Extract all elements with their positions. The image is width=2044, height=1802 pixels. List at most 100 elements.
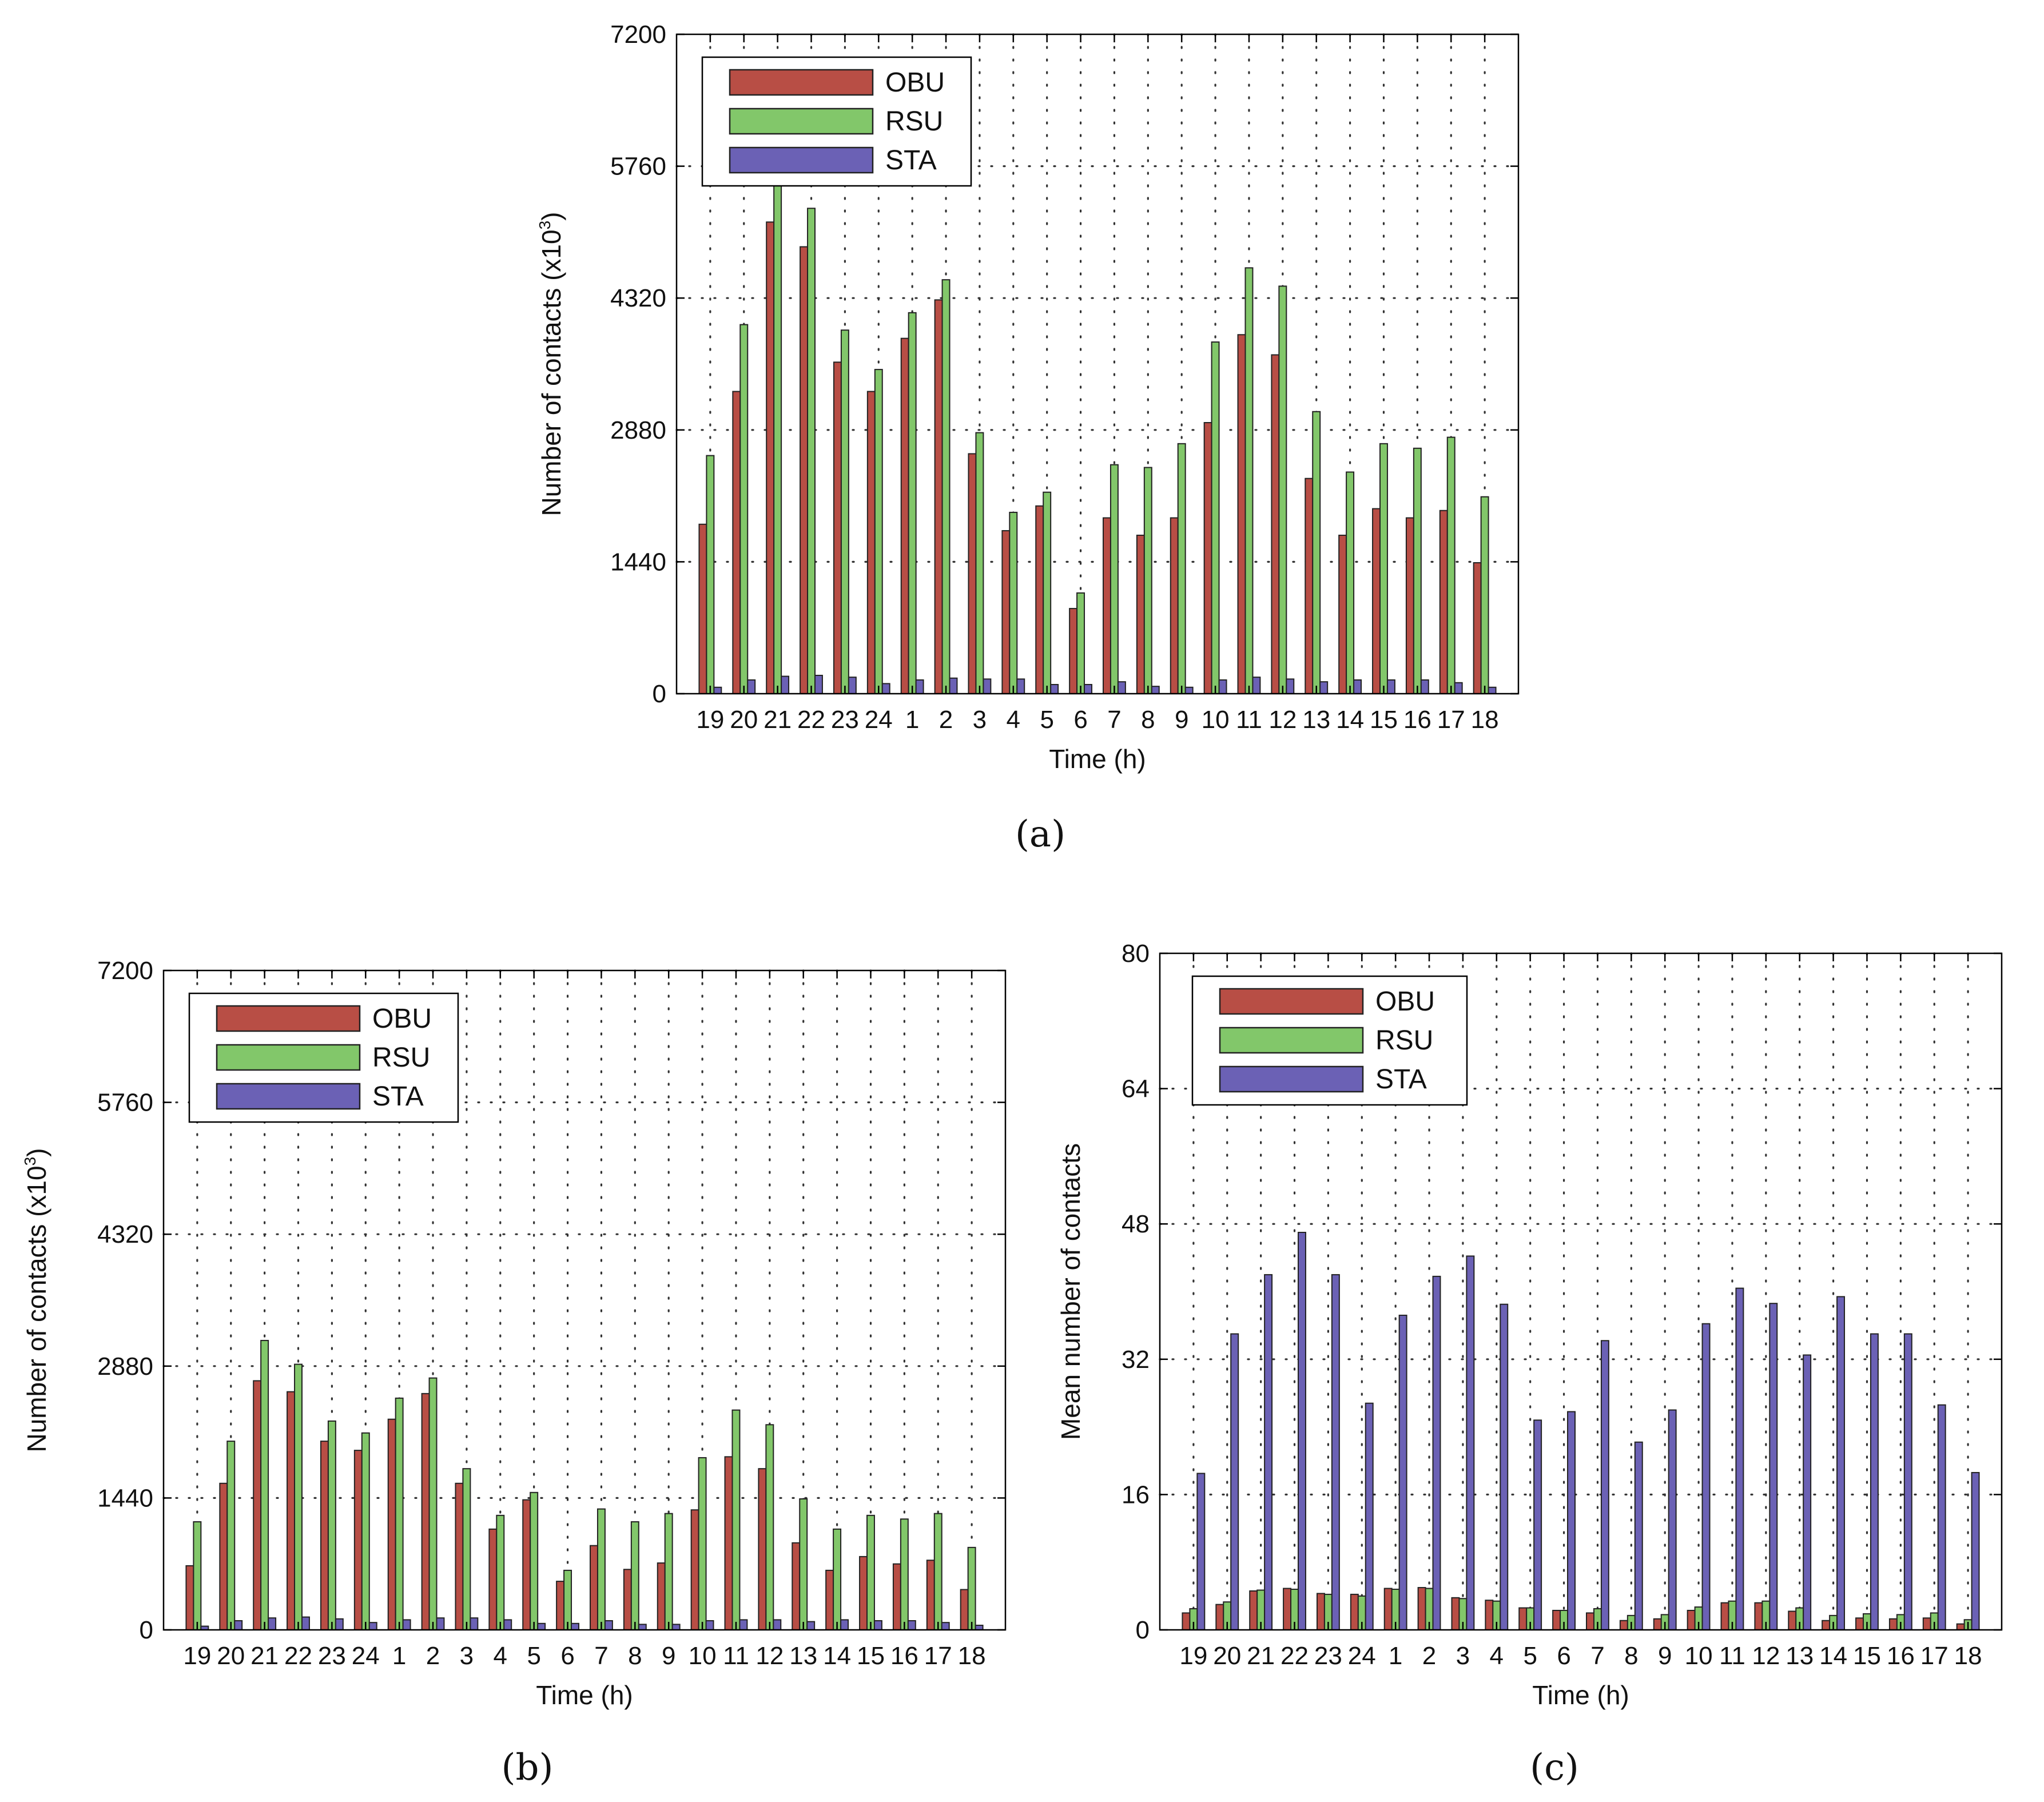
bar-rsu-10 [698, 1457, 707, 1631]
bar-rsu-6 [563, 1569, 572, 1630]
bar-rsu-22 [294, 1363, 303, 1630]
x-tick-label: 10 [1685, 1642, 1713, 1670]
bar-sta-11 [1735, 1287, 1744, 1630]
x-tick-label: 19 [183, 1642, 211, 1670]
x-tick-label: 19 [696, 706, 724, 734]
bar-sta-24 [881, 683, 890, 695]
bar-sta-18 [1971, 1471, 1980, 1630]
x-tick-label: 20 [730, 706, 758, 734]
bar-obu-22 [1283, 1588, 1292, 1631]
x-tick-label: 20 [1213, 1642, 1241, 1670]
x-tick-label: 16 [890, 1642, 918, 1670]
bar-obu-16 [1405, 517, 1414, 694]
bar-obu-7 [1103, 517, 1111, 694]
bar-rsu-9 [1177, 443, 1186, 695]
x-tick-label: 10 [689, 1642, 717, 1670]
bar-obu-8 [623, 1569, 632, 1631]
bar-rsu-11 [1244, 267, 1254, 694]
x-tick-label: 1 [1389, 1642, 1402, 1670]
bar-rsu-17 [1446, 436, 1456, 694]
bar-sta-1 [915, 679, 924, 694]
bar-rsu-14 [833, 1528, 842, 1630]
x-tick-label: 18 [1471, 706, 1499, 734]
y-tick-label: 0 [1136, 1616, 1150, 1644]
bar-rsu-19 [706, 455, 715, 695]
bar-obu-16 [1888, 1618, 1898, 1631]
y-tick-label: 2880 [97, 1353, 153, 1381]
bar-sta-19 [1196, 1473, 1206, 1630]
x-tick-label: 22 [797, 706, 825, 734]
legend: OBU RSU STA [701, 56, 972, 187]
bar-rsu-23 [327, 1420, 336, 1630]
x-tick-label: 16 [1887, 1642, 1915, 1670]
bar-sta-24 [1365, 1402, 1374, 1631]
bar-obu-19 [1182, 1612, 1191, 1631]
bar-rsu-3 [975, 432, 984, 695]
bar-rsu-16 [900, 1518, 909, 1630]
bar-obu-3 [1451, 1597, 1460, 1631]
x-tick-label: 21 [763, 706, 792, 734]
x-tick-label: 12 [755, 1642, 784, 1670]
y-tick-label: 2880 [610, 416, 666, 444]
bar-rsu-13 [799, 1498, 808, 1631]
x-tick-label: 18 [1954, 1642, 1982, 1670]
bar-obu-8 [1136, 534, 1145, 694]
bar-obu-14 [1822, 1620, 1831, 1630]
bar-sta-13 [1319, 681, 1329, 694]
x-tick-label: 6 [1073, 706, 1087, 734]
bar-sta-23 [335, 1618, 344, 1631]
bar-obu-11 [724, 1456, 733, 1630]
bar-rsu-19 [193, 1521, 202, 1631]
x-tick-label: 15 [1853, 1642, 1881, 1670]
plot-frame [1159, 952, 2003, 1631]
bar-sta-14 [1836, 1296, 1846, 1631]
x-tick-label: 7 [1107, 706, 1121, 734]
bar-sta-7 [1600, 1340, 1609, 1631]
bar-obu-3 [455, 1482, 464, 1631]
bar-obu-23 [833, 361, 842, 694]
bar-sta-1 [1398, 1314, 1407, 1630]
x-tick-label: 4 [494, 1642, 507, 1670]
bar-rsu-23 [840, 329, 849, 694]
x-tick-label: 1 [905, 706, 919, 734]
legend-swatch-obu [729, 69, 874, 96]
y-tick-label: 5760 [610, 153, 666, 181]
bar-rsu-18 [1480, 496, 1489, 695]
bar-obu-20 [732, 391, 741, 694]
bar-obu-14 [1338, 534, 1347, 694]
bar-obu-18 [1956, 1623, 1965, 1630]
bar-sta-12 [1286, 678, 1295, 695]
bar-sta-3 [470, 1617, 479, 1630]
bar-rsu-3 [462, 1468, 471, 1630]
x-tick-label: 11 [723, 1642, 749, 1670]
bar-sta-2 [436, 1617, 445, 1630]
x-tick-label: 11 [1719, 1642, 1745, 1670]
bar-obu-5 [1035, 505, 1044, 694]
panel-label: (c) [1530, 1747, 1579, 1789]
bar-rsu-11 [731, 1409, 741, 1631]
bar-rsu-7 [1110, 464, 1119, 694]
bar-sta-3 [1466, 1255, 1475, 1631]
bar-obu-7 [590, 1545, 598, 1630]
bar-sta-16 [907, 1620, 916, 1630]
x-tick-label: 3 [460, 1642, 474, 1670]
legend-label-rsu: RSU [885, 106, 943, 137]
bars [1182, 1231, 1980, 1631]
x-tick-label: 17 [1437, 706, 1465, 734]
y-tick-label: 64 [1122, 1075, 1150, 1103]
x-tick-label: 6 [560, 1642, 574, 1670]
y-tick-label: 5760 [97, 1089, 153, 1117]
legend-swatch-obu [216, 1005, 361, 1032]
bar-obu-1 [1383, 1588, 1393, 1631]
bar-obu-13 [1305, 478, 1314, 694]
bar-obu-7 [1586, 1612, 1594, 1631]
bar-sta-24 [368, 1622, 377, 1631]
bar-sta-5 [1533, 1419, 1542, 1631]
bar-sta-14 [1353, 679, 1362, 694]
bar-rsu-16 [1413, 447, 1422, 694]
x-tick-label: 5 [1523, 1642, 1537, 1670]
y-tick-label: 7200 [610, 21, 666, 49]
